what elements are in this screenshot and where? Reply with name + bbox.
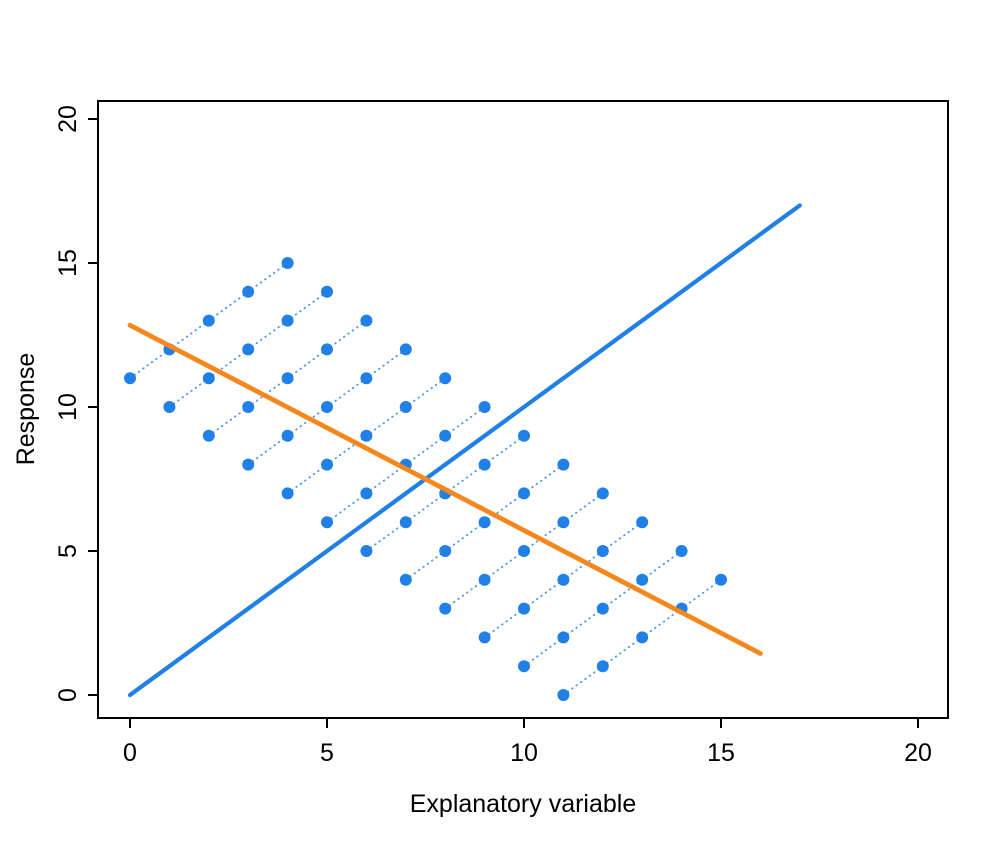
data-point — [518, 429, 530, 442]
data-point — [399, 401, 412, 413]
x-tick-label: 0 — [123, 739, 137, 767]
data-point — [557, 458, 570, 471]
data-point — [281, 429, 294, 442]
x-tick-label: 10 — [510, 739, 538, 767]
data-point — [636, 631, 649, 644]
y-axis-title: Response — [12, 353, 40, 466]
data-point — [321, 285, 333, 298]
identity-line — [127, 203, 802, 698]
data-point — [163, 401, 176, 413]
y-tick-label: 10 — [54, 393, 82, 421]
data-point — [478, 631, 491, 644]
data-point — [557, 516, 570, 529]
data-point — [439, 602, 452, 615]
x-axis: 0 5 10 15 20 — [123, 718, 932, 767]
y-tick-label: 15 — [54, 249, 82, 277]
data-point — [636, 516, 649, 529]
x-tick-label: 5 — [320, 739, 334, 767]
data-point — [321, 343, 333, 356]
data-point — [596, 487, 609, 500]
data-point — [557, 573, 570, 586]
data-point — [636, 573, 649, 586]
data-point — [478, 458, 491, 471]
data-point — [360, 314, 373, 327]
data-point — [281, 372, 294, 385]
data-point — [360, 429, 373, 442]
data-point — [281, 257, 294, 269]
data-point — [360, 545, 373, 557]
data-point — [518, 660, 530, 673]
data-point — [478, 516, 491, 529]
data-point — [242, 285, 255, 298]
x-axis-title: Explanatory variable — [410, 790, 637, 818]
data-point — [242, 401, 255, 413]
data-point — [478, 401, 491, 413]
data-point — [439, 429, 452, 442]
y-tick-label: 5 — [54, 544, 82, 558]
x-tick-label: 20 — [904, 739, 932, 767]
x-tick-label: 15 — [707, 739, 735, 767]
data-point — [202, 429, 215, 442]
data-point — [596, 660, 609, 673]
data-point — [321, 458, 333, 471]
data-point — [557, 631, 570, 644]
data-point — [360, 487, 373, 500]
y-tick-label: 0 — [54, 688, 82, 702]
data-point — [281, 487, 294, 500]
data-points — [124, 257, 727, 701]
regression-line — [127, 322, 763, 656]
data-point — [360, 372, 373, 385]
data-point — [675, 545, 688, 557]
data-point — [518, 602, 530, 615]
data-point — [715, 573, 727, 586]
data-point — [242, 343, 255, 356]
fit-lines — [127, 203, 802, 698]
y-tick-label: 20 — [54, 105, 82, 133]
data-point — [518, 487, 530, 500]
data-point — [202, 314, 215, 327]
data-point — [321, 516, 333, 529]
data-point — [202, 372, 215, 385]
data-point — [557, 689, 570, 701]
data-point — [478, 573, 491, 586]
data-point — [399, 516, 412, 529]
data-point — [124, 372, 136, 385]
data-point — [399, 343, 412, 356]
data-point — [281, 314, 294, 327]
data-point — [596, 602, 609, 615]
data-point — [321, 401, 333, 413]
data-point — [439, 372, 452, 385]
data-point — [439, 545, 452, 557]
data-point — [242, 458, 255, 471]
data-point — [518, 545, 530, 557]
y-axis: 0 5 10 15 20 — [54, 105, 98, 702]
data-point — [399, 573, 412, 586]
data-point — [596, 545, 609, 557]
